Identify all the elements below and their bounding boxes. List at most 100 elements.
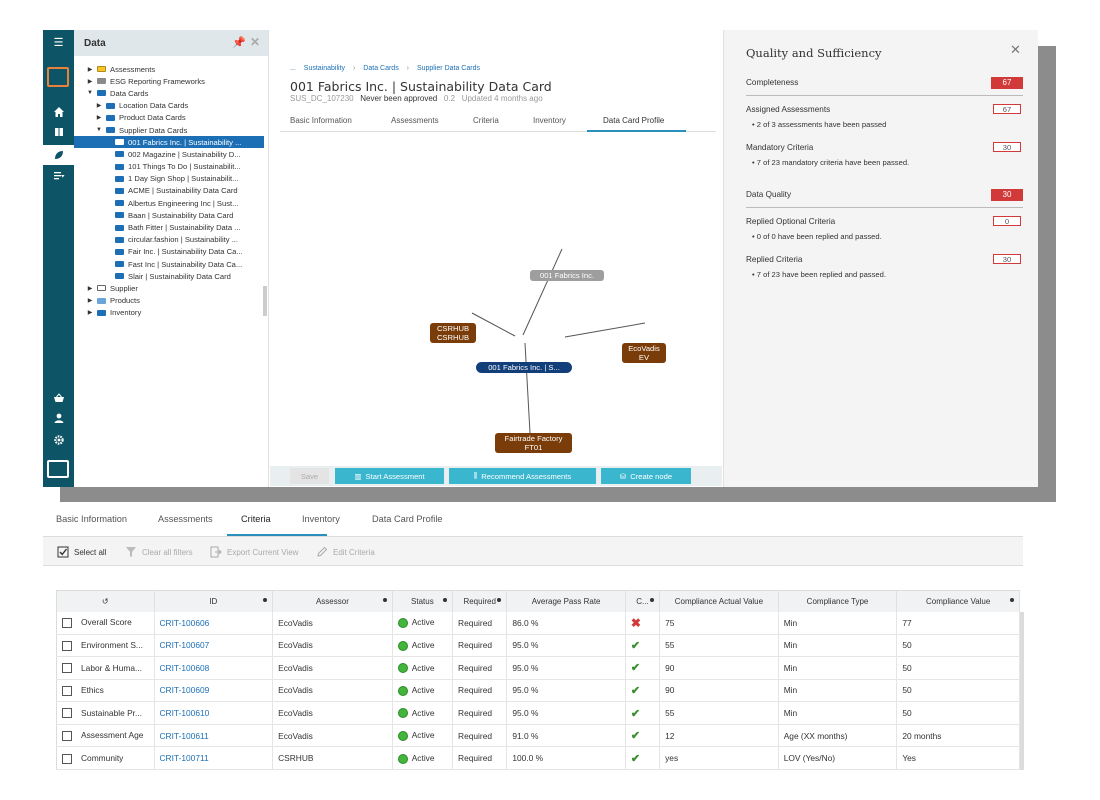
criterion-id-link[interactable]: CRIT-100607 (159, 640, 210, 651)
tab-basic-information[interactable]: Basic Information (290, 116, 352, 125)
row-checkbox[interactable] (62, 730, 72, 741)
criterion-id-link[interactable]: CRIT-100606 (159, 617, 210, 628)
caret-right-icon[interactable]: ▶ (87, 298, 93, 305)
tab-assessments[interactable]: Assessments (391, 116, 439, 125)
tab-assessments[interactable]: Assessments (158, 514, 213, 524)
tree-item[interactable]: 101 Things To Do | Sustainabilit... (74, 161, 264, 173)
criterion-id-link[interactable]: CRIT-100711 (159, 753, 209, 764)
tree-item[interactable]: ▶ ESG Reporting Frameworks (74, 75, 264, 87)
close-icon[interactable]: ✕ (1010, 42, 1021, 57)
criterion-id-link[interactable]: CRIT-100611 (159, 730, 209, 741)
tree-item[interactable]: Fair Inc. | Sustainability Data Ca... (74, 246, 264, 258)
column-header-id[interactable]: ID (154, 590, 274, 612)
graph-node-fairtrade[interactable]: Fairtrade Factory FT01 (495, 433, 572, 453)
tab-inventory[interactable]: Inventory (533, 116, 566, 125)
table-row[interactable]: Sustainable Pr... CRIT-100610 EcoVadis Acti… (56, 701, 1020, 725)
tab-data-card-profile[interactable]: Data Card Profile (603, 116, 665, 125)
gear-icon[interactable] (43, 430, 74, 450)
tree-item[interactable]: ▼ Data Cards (74, 87, 264, 99)
column-header-required[interactable]: Required (452, 590, 508, 612)
column-header-status[interactable]: Status (392, 590, 454, 612)
tree-item[interactable]: 002 Magazine | Sustainability D... (74, 148, 264, 160)
caret-right-icon[interactable]: ▶ (87, 78, 93, 85)
tree-item[interactable]: ▶ Supplier (74, 282, 264, 294)
tree-item[interactable]: Baan | Sustainability Data Card (74, 209, 264, 221)
criterion-id-link[interactable]: CRIT-100610 (159, 708, 210, 719)
caret-right-icon[interactable]: ▶ (96, 115, 102, 122)
relationship-graph[interactable]: 001 Fabrics Inc. CSRHUB CSRHUB 001 Fabri… (270, 133, 722, 463)
home-icon[interactable] (43, 102, 74, 122)
row-checkbox[interactable] (62, 685, 72, 696)
panel-toggle-icon[interactable] (47, 460, 69, 478)
leaf-icon[interactable] (43, 145, 74, 165)
column-header-compliance-value[interactable]: Compliance Value (896, 590, 1020, 612)
column-header-assessor[interactable]: Assessor (272, 590, 393, 612)
clear-filters-button[interactable]: Clear all filters (125, 546, 193, 558)
breadcrumb-item[interactable]: Sustainability (303, 65, 346, 72)
column-header-compliant[interactable]: C... (625, 590, 661, 612)
tab-criteria[interactable]: Criteria (473, 116, 499, 125)
column-menu-icon[interactable] (497, 598, 502, 602)
tab-criteria[interactable]: Criteria (241, 514, 271, 524)
tree-item[interactable]: Fast Inc | Sustainability Data Ca... (74, 258, 264, 270)
column-menu-icon[interactable] (650, 598, 655, 602)
tree-item[interactable]: ▶ Products (74, 295, 264, 307)
graph-node-data-card[interactable]: 001 Fabrics Inc. | S... (476, 362, 572, 373)
table-row[interactable]: Ethics CRIT-100609 EcoVadis Active Required 9… (56, 679, 1020, 703)
tree-item[interactable]: ACME | Sustainability Data Card (74, 185, 264, 197)
column-menu-icon[interactable] (1010, 598, 1014, 602)
row-checkbox[interactable] (62, 753, 72, 764)
tree-scrollbar[interactable] (263, 286, 267, 316)
tree-item[interactable]: ▶ Assessments (74, 63, 264, 75)
criterion-id-link[interactable]: CRIT-100609 (159, 685, 210, 696)
select-all-button[interactable]: Select all (57, 546, 106, 558)
close-icon[interactable]: ✕ (249, 35, 260, 49)
caret-down-icon[interactable]: ▼ (96, 127, 102, 134)
row-checkbox[interactable] (62, 708, 72, 719)
caret-right-icon[interactable]: ▶ (87, 310, 93, 317)
tree-item[interactable]: ▶ Product Data Cards (74, 112, 264, 124)
edit-criteria-button[interactable]: Edit Criteria (316, 546, 375, 558)
column-menu-icon[interactable] (443, 598, 448, 602)
table-row[interactable]: Assessment Age CRIT-100611 EcoVadis Active R… (56, 724, 1020, 748)
recommend-assessments-button[interactable]: ⫼ Recommend Assessments (449, 468, 596, 484)
save-button[interactable]: Save (290, 468, 329, 484)
graph-node-csrhub[interactable]: CSRHUB CSRHUB (430, 323, 476, 343)
tree-item[interactable]: Albertus Engineering Inc | Sust... (74, 197, 264, 209)
tree-item[interactable]: ▶ Location Data Cards (74, 100, 264, 112)
workspace-icon[interactable] (47, 67, 69, 87)
export-view-button[interactable]: Export Current View (210, 546, 298, 558)
criterion-id-link[interactable]: CRIT-100608 (159, 662, 210, 673)
caret-right-icon[interactable]: ▶ (87, 285, 93, 292)
list-filter-icon[interactable] (43, 166, 74, 186)
row-checkbox[interactable] (62, 617, 72, 628)
tree-item[interactable]: Slair | Sustainability Data Card (74, 270, 264, 282)
tab-basic-information[interactable]: Basic Information (56, 514, 127, 524)
table-row[interactable]: Overall Score CRIT-100606 EcoVadis Active Re… (56, 611, 1020, 635)
table-row[interactable]: Community CRIT-100711 CSRHUB Active Required… (56, 746, 1020, 770)
tab-data-card-profile[interactable]: Data Card Profile (372, 514, 443, 524)
column-menu-icon[interactable] (382, 598, 387, 602)
basket-icon[interactable] (43, 388, 74, 408)
tab-inventory[interactable]: Inventory (302, 514, 340, 524)
start-assessment-button[interactable]: ▥ Start Assessment (335, 468, 444, 484)
graph-node-supplier[interactable]: 001 Fabrics Inc. (530, 270, 604, 281)
table-row[interactable]: Environment S... CRIT-100607 EcoVadis Activ… (56, 634, 1020, 658)
tree-item[interactable]: circular.fashion | Sustainability ... (74, 234, 264, 246)
user-icon[interactable] (43, 408, 74, 428)
caret-right-icon[interactable]: ▶ (87, 66, 93, 73)
pin-icon[interactable]: 📌 (232, 37, 246, 49)
column-header-compliance-type[interactable]: Compliance Type (778, 590, 898, 612)
tree-item[interactable]: 1 Day Sign Shop | Sustainabilit... (74, 173, 264, 185)
graph-node-ecovadis[interactable]: EcoVadis EV (622, 343, 666, 363)
column-menu-icon[interactable] (263, 598, 268, 602)
breadcrumb-item[interactable]: Data Cards (363, 65, 399, 72)
column-header-average-pass-rate[interactable]: Average Pass Rate (506, 590, 626, 612)
tree-item[interactable]: 001 Fabrics Inc. | Sustainability ... (74, 136, 264, 149)
sort-column-header[interactable]: ↺ (56, 590, 155, 612)
create-node-button[interactable]: ⛁ Create node (601, 468, 691, 484)
caret-right-icon[interactable]: ▶ (96, 103, 102, 110)
table-scrollbar[interactable] (1020, 612, 1024, 770)
hamburger-menu-icon[interactable]: ☰ (53, 36, 64, 49)
breadcrumb-item[interactable]: Supplier Data Cards (416, 65, 480, 72)
